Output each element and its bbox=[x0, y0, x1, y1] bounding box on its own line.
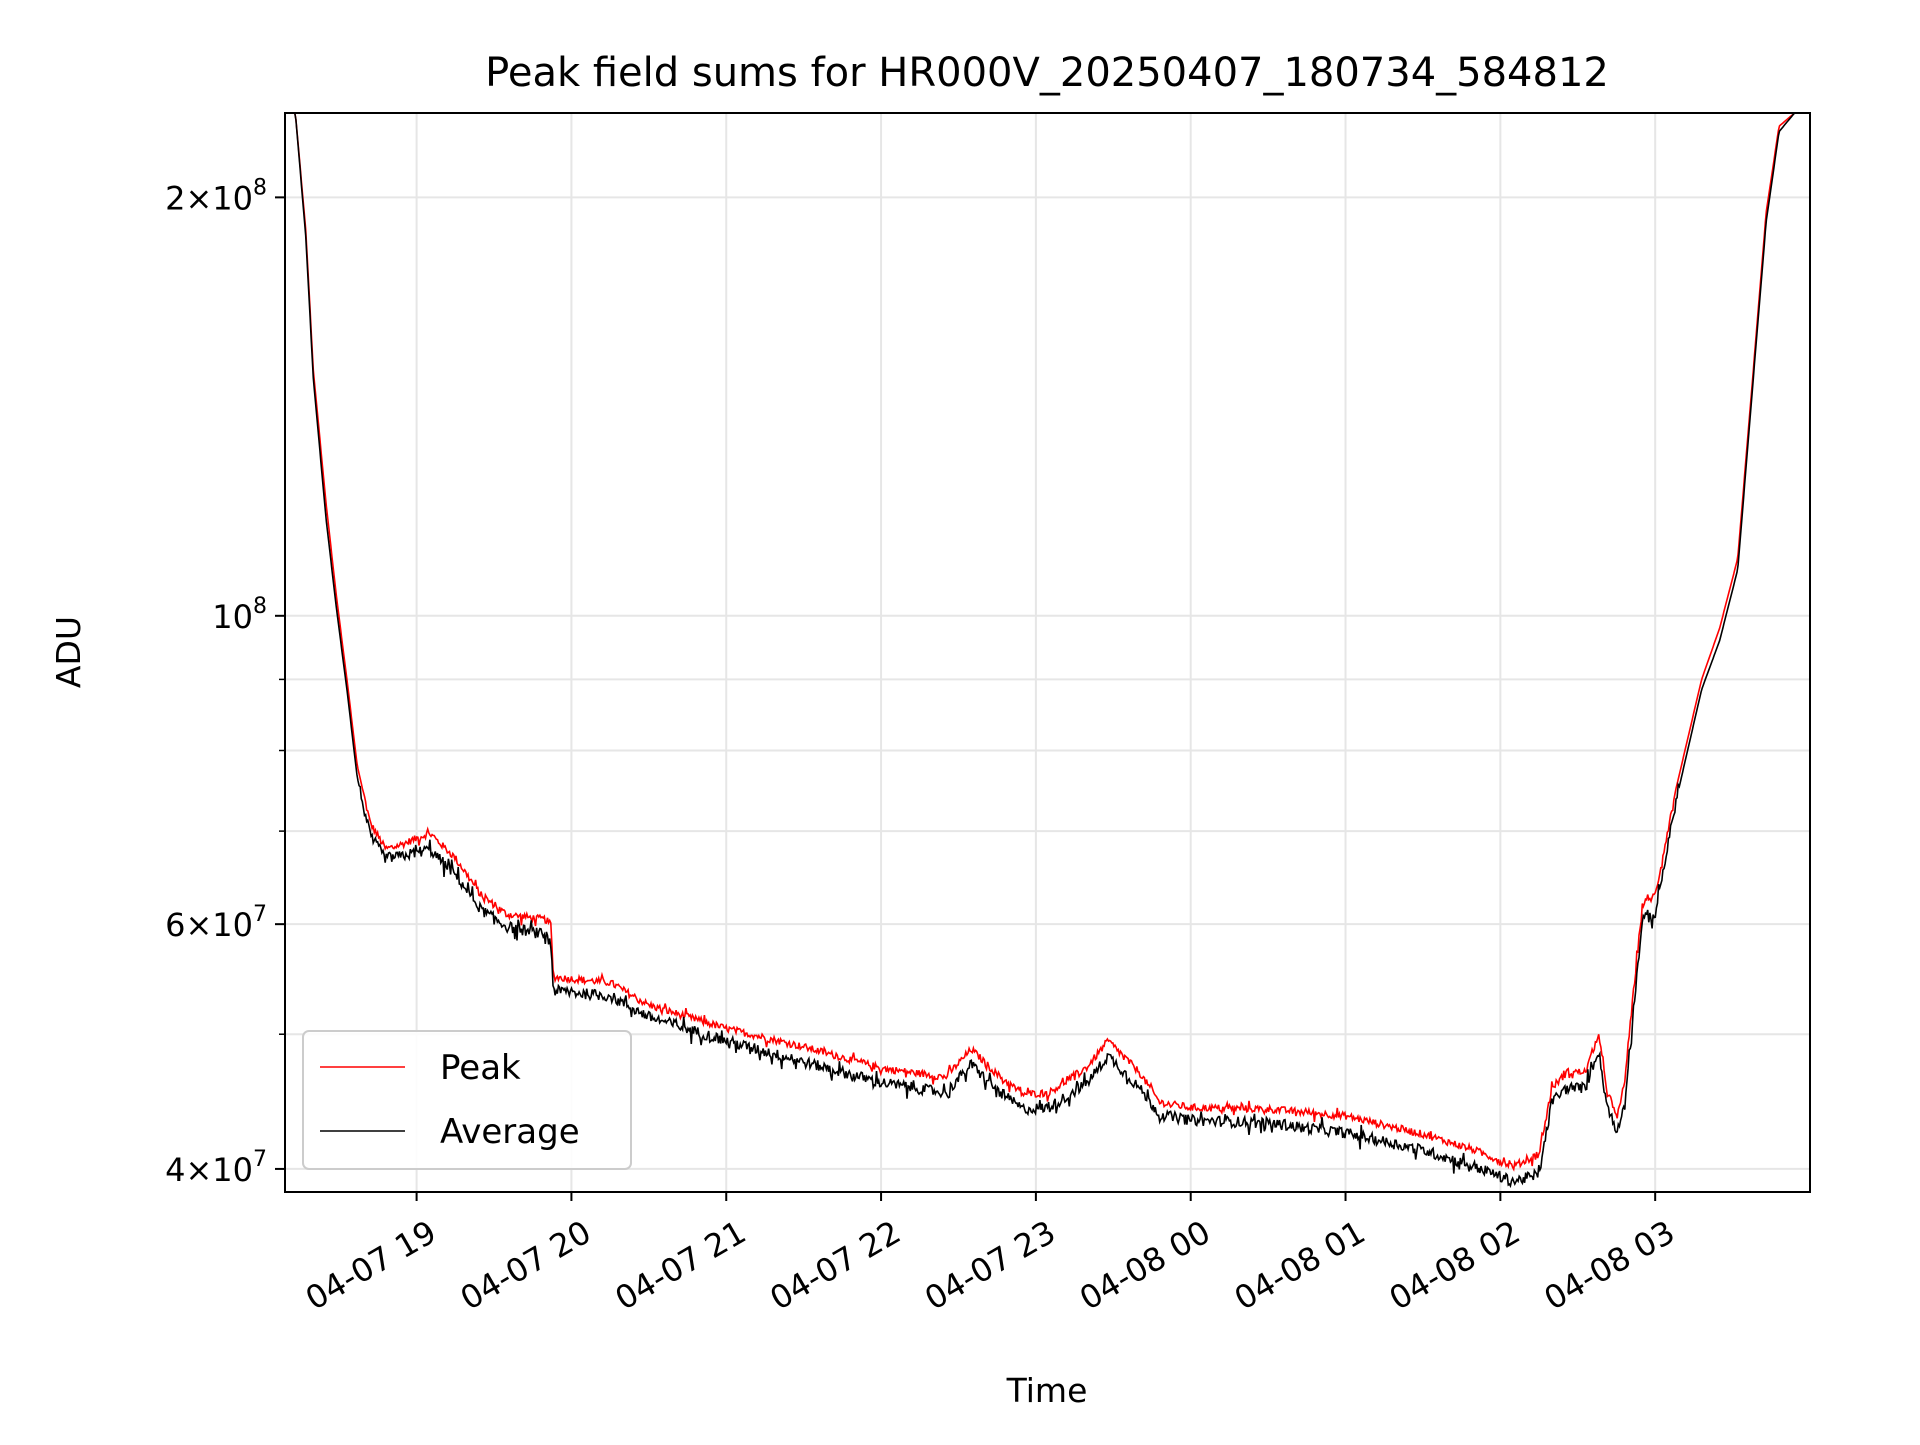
x-axis-label: Time bbox=[1006, 1371, 1088, 1410]
y-axis-ticks: 4×107 6×107 108 2×108 bbox=[165, 175, 285, 1189]
y-tick-label: 6×107 bbox=[165, 902, 267, 944]
legend: Peak Average bbox=[302, 1030, 632, 1170]
legend-label-average: Average bbox=[440, 1112, 580, 1152]
grid-lines bbox=[285, 113, 1810, 1192]
series-line-average bbox=[285, 113, 1810, 1189]
y-tick-label: 108 bbox=[212, 594, 267, 636]
series-line-peak bbox=[285, 113, 1810, 1172]
chart-title: Peak field sums for HR000V_20250407_1807… bbox=[485, 50, 1609, 96]
legend-box bbox=[302, 1030, 632, 1170]
legend-label-peak: Peak bbox=[440, 1048, 521, 1088]
y-tick-label: 2×108 bbox=[165, 175, 267, 217]
plot-frame bbox=[284, 112, 1811, 1193]
y-tick-label: 4×107 bbox=[165, 1147, 267, 1189]
y-axis-label: ADU bbox=[49, 616, 88, 688]
series-lines bbox=[285, 113, 1810, 1189]
